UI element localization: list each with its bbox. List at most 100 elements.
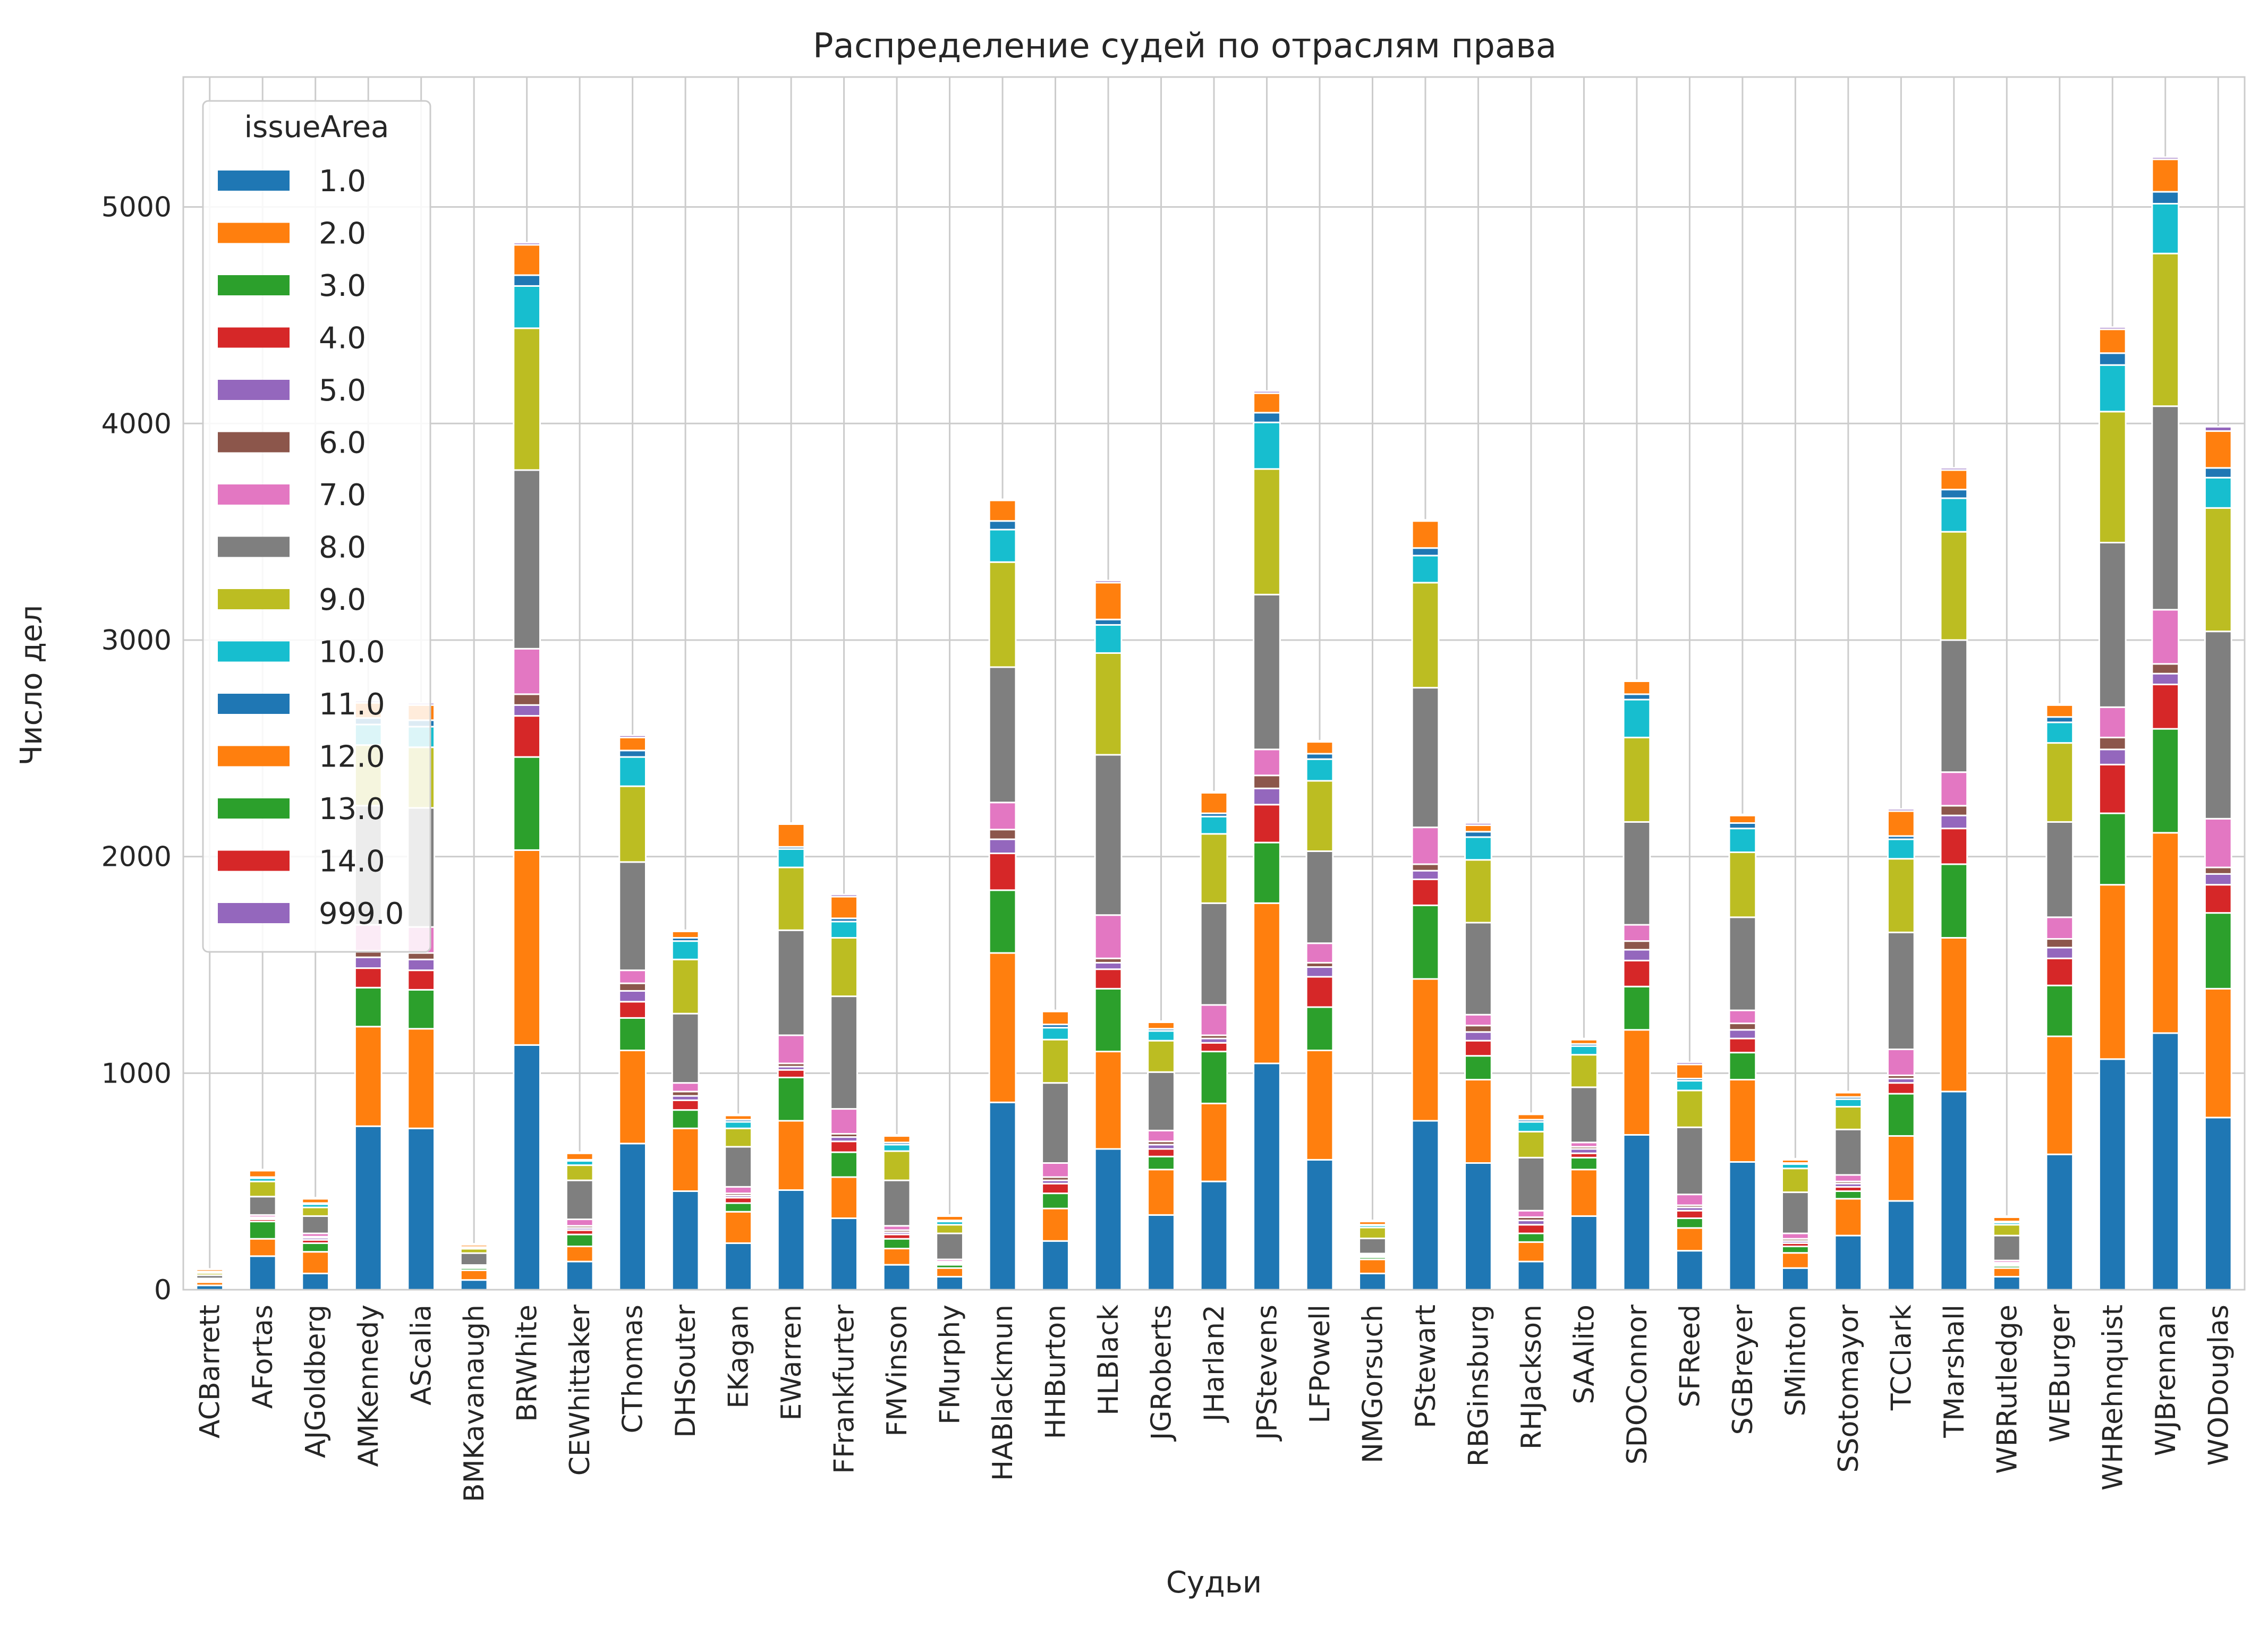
bar-segment bbox=[988, 561, 1017, 668]
bar-segment bbox=[1834, 1190, 1863, 1200]
bar-segment bbox=[2151, 728, 2180, 834]
bar-segment bbox=[1253, 468, 1281, 595]
bar-segment bbox=[1887, 858, 1915, 933]
bar-segment bbox=[1464, 822, 1492, 827]
bar-segment bbox=[830, 1151, 858, 1178]
bar-segment bbox=[2045, 703, 2074, 706]
bar-segment bbox=[2204, 912, 2232, 990]
bar-segment bbox=[1253, 841, 1281, 904]
bar-segment bbox=[1464, 831, 1492, 838]
bar-segment bbox=[1887, 1093, 1915, 1137]
legend-label: 10.0 bbox=[319, 635, 385, 670]
bar-segment bbox=[988, 1101, 1017, 1291]
bar-segment bbox=[2098, 352, 2127, 366]
x-tick-label: WJBrennan bbox=[2150, 1305, 2182, 1456]
bar-segment bbox=[1940, 639, 1968, 773]
bar-segment bbox=[724, 1186, 752, 1195]
bar-segment bbox=[830, 995, 858, 1110]
bar-segment bbox=[1041, 1027, 1069, 1041]
bar-segment bbox=[988, 802, 1017, 831]
bar-segment bbox=[2151, 405, 2180, 611]
bar-segment bbox=[1253, 412, 1281, 423]
bar-segment bbox=[1305, 942, 1334, 964]
bar-segment bbox=[1411, 870, 1440, 880]
bar-segment bbox=[882, 1264, 911, 1291]
bar-segment bbox=[1940, 814, 1968, 830]
bar-segment bbox=[2151, 609, 2180, 665]
bar-segment bbox=[988, 838, 1017, 855]
bar-segment bbox=[777, 1076, 805, 1122]
bar-segment bbox=[724, 1113, 752, 1117]
bar-segment bbox=[1887, 1082, 1915, 1095]
bar-segment bbox=[1200, 1180, 1228, 1291]
bar-segment bbox=[1411, 547, 1440, 557]
bar-segment bbox=[1623, 693, 1651, 701]
bar-segment bbox=[460, 1252, 488, 1266]
bar-segment bbox=[830, 1108, 858, 1135]
bar-segment bbox=[1940, 937, 1968, 1093]
x-tick-label: AJGoldberg bbox=[300, 1305, 332, 1458]
bar-segment bbox=[988, 829, 1017, 840]
bar-segment bbox=[1464, 1025, 1492, 1033]
x-tick-label: ACBarrett bbox=[194, 1305, 226, 1438]
bar-segment bbox=[2098, 542, 2127, 708]
bar-segment bbox=[1623, 679, 1651, 682]
bar-segment bbox=[1253, 392, 1281, 414]
bar-segment bbox=[1623, 949, 1651, 961]
bar-segment bbox=[1940, 469, 1968, 491]
bar-segment bbox=[1623, 821, 1651, 926]
bar-segment bbox=[1728, 1029, 1757, 1040]
bar-segment bbox=[724, 1197, 752, 1204]
bar-segment bbox=[1676, 1227, 1704, 1252]
bar-segment bbox=[988, 498, 1017, 501]
bar-segment bbox=[354, 1125, 383, 1291]
legend-swatch bbox=[218, 641, 290, 662]
bar-segment bbox=[1728, 1161, 1757, 1291]
bar-segment bbox=[565, 1219, 594, 1227]
bar-segment bbox=[354, 986, 383, 1028]
bar-segment bbox=[1358, 1272, 1387, 1291]
bar-segment bbox=[1464, 836, 1492, 861]
bar-segment bbox=[1887, 931, 1915, 1050]
bar-segment bbox=[1940, 1091, 1968, 1291]
bar-segment bbox=[1200, 902, 1228, 1006]
bar-segment bbox=[2098, 364, 2127, 413]
legend-label: 1.0 bbox=[319, 164, 366, 199]
bar-segment bbox=[618, 1050, 647, 1145]
bar-segment bbox=[1041, 1192, 1069, 1209]
bar-segment bbox=[1041, 1038, 1069, 1084]
bar-segment bbox=[565, 1151, 594, 1154]
bar-segment bbox=[1940, 497, 1968, 533]
bar-segment bbox=[988, 666, 1017, 804]
bar-segment bbox=[248, 1238, 277, 1257]
bar-segment bbox=[671, 940, 700, 960]
bar-segment bbox=[1992, 1224, 2021, 1237]
bar-segment bbox=[1887, 1200, 1915, 1291]
bar-segment bbox=[1623, 924, 1651, 942]
bar-segment bbox=[1094, 968, 1123, 990]
legend-label: 12.0 bbox=[319, 740, 385, 774]
bar-segment bbox=[936, 1276, 964, 1291]
bar-segment bbox=[1834, 1234, 1863, 1291]
bar-segment bbox=[1464, 1162, 1492, 1291]
bar-segment bbox=[1728, 814, 1757, 824]
bar-segment bbox=[1676, 1209, 1704, 1219]
bar-segment bbox=[724, 1127, 752, 1148]
bar-segment bbox=[1570, 1169, 1598, 1217]
bar-segment bbox=[1517, 1209, 1545, 1218]
bar-segment bbox=[1992, 1267, 2021, 1278]
legend: issueArea 1.0 2.0 3.0 4.0 5.0 6.0 7.0 8.0 9.0 10.… bbox=[202, 100, 431, 953]
bar-segment bbox=[671, 929, 700, 932]
legend-label: 3.0 bbox=[319, 269, 366, 303]
bar-segment bbox=[1887, 808, 1915, 812]
legend-swatch bbox=[218, 589, 290, 609]
bar-segment bbox=[354, 956, 383, 969]
bar-segment bbox=[1570, 1045, 1598, 1056]
bar-segment bbox=[1305, 1159, 1334, 1291]
bar-segment bbox=[618, 734, 647, 738]
bar-segment bbox=[1464, 1079, 1492, 1164]
bar-segment bbox=[2045, 984, 2074, 1037]
chart-title: Распределение судей по отраслям права bbox=[813, 27, 1557, 66]
